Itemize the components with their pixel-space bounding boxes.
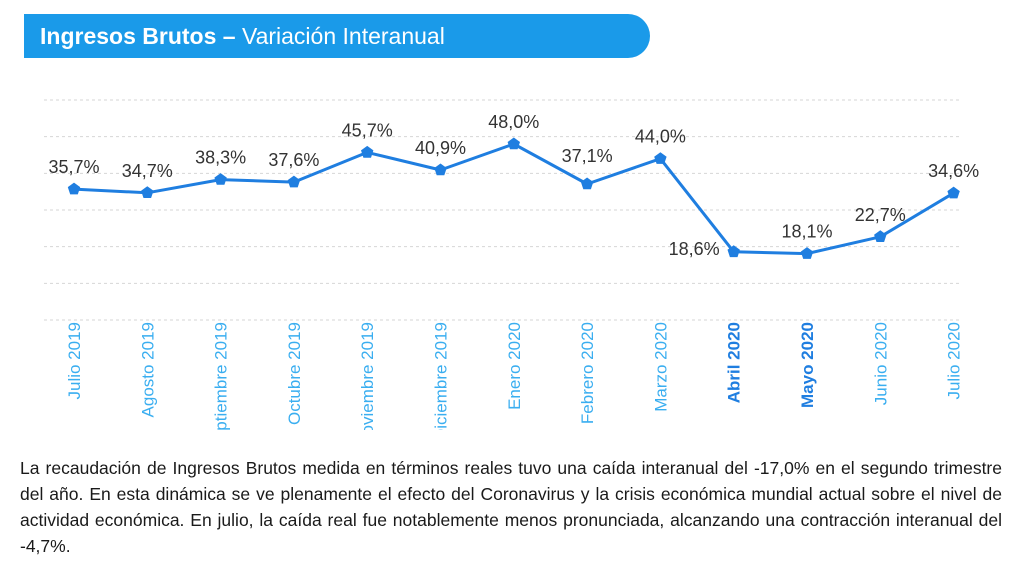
data-point	[874, 230, 887, 242]
data-point	[800, 247, 814, 259]
x-tick-label: Abril 2020	[725, 322, 744, 403]
data-label: 18,6%	[669, 239, 720, 259]
data-label: 34,6%	[928, 161, 979, 181]
data-point	[67, 182, 81, 195]
x-tick-label: Marzo 2020	[651, 322, 670, 412]
data-label: 45,7%	[342, 120, 393, 140]
title-light: Variación Interanual	[241, 22, 445, 49]
x-tick-label: Agosto 2019	[138, 322, 157, 417]
data-label: 40,9%	[415, 138, 466, 158]
data-point	[434, 163, 447, 176]
data-point	[214, 173, 227, 185]
x-tick-label: Julio 2020	[945, 322, 964, 400]
x-tick-label: Enero 2020	[505, 322, 524, 410]
data-point	[361, 145, 374, 158]
title-bold: Ingresos Brutos –	[40, 22, 236, 49]
x-tick-label: Febrero 2020	[578, 322, 597, 424]
line-chart: 35,7% 34,7% 38,3% 37,6% 45,7% 40,9% 48,0% 37,1%…	[44, 99, 979, 430]
data-label: 18,1%	[781, 222, 832, 242]
data-point	[141, 186, 154, 198]
x-tick-label: Junio 2020	[871, 322, 890, 405]
data-point	[727, 245, 740, 258]
x-tick-label: Septiembre 2019	[212, 322, 231, 430]
x-tick-label: Octubre 2019	[285, 322, 304, 425]
data-point	[287, 175, 301, 188]
data-label: 37,6%	[268, 150, 319, 170]
x-tick-label: Noviembre 2019	[358, 322, 377, 430]
data-label: 37,1%	[562, 146, 613, 166]
data-label: 38,3%	[195, 148, 246, 168]
body-paragraph: La recaudación de Ingresos Brutos medida…	[20, 458, 1002, 556]
data-label: 35,7%	[48, 157, 99, 177]
title-bar: Ingresos Brutos – Variación Interanual	[24, 14, 650, 58]
data-label: 34,7%	[122, 161, 173, 181]
data-point	[654, 152, 667, 164]
x-tick-label: Mayo 2020	[798, 322, 817, 408]
data-label: 44,0%	[635, 127, 686, 147]
x-tick-label: Julio 2019	[65, 322, 84, 400]
data-point	[507, 137, 520, 150]
data-point	[580, 177, 594, 190]
data-point	[947, 186, 960, 199]
x-tick-label: Diciembre 2019	[432, 322, 451, 430]
data-label: 22,7%	[855, 205, 906, 225]
data-label: 48,0%	[488, 112, 539, 132]
